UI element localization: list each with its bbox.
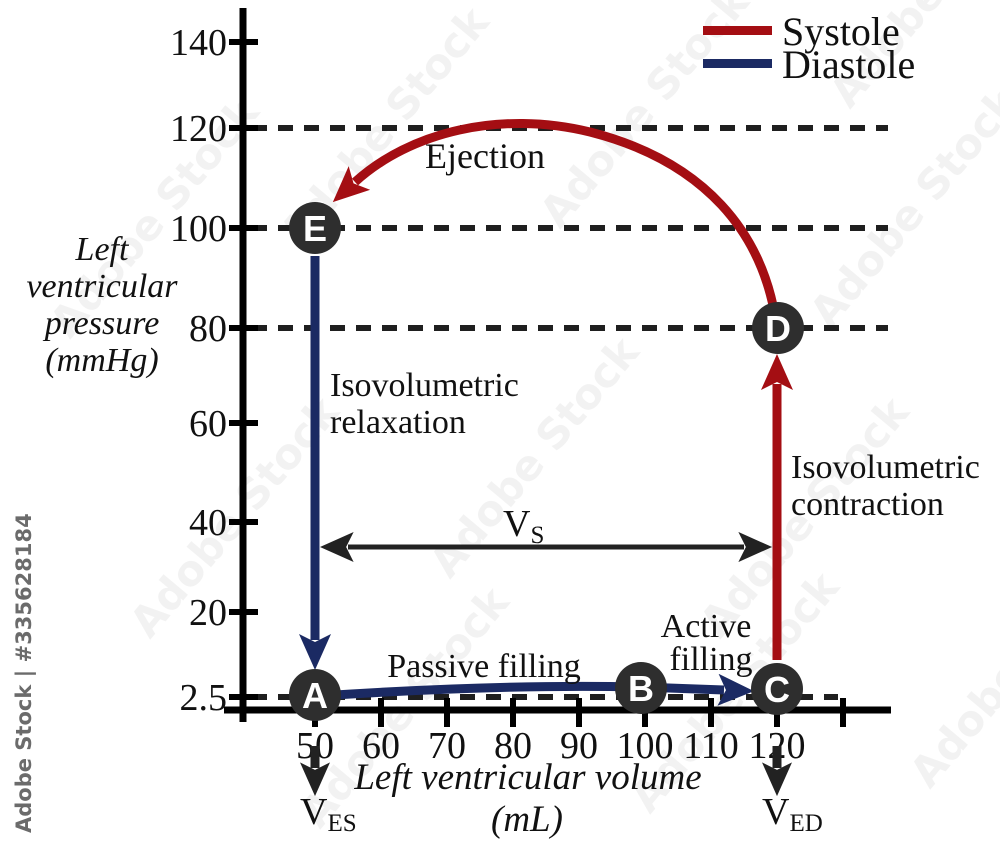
y-tick-label: 2.5 bbox=[180, 677, 228, 719]
legend-label-systole: Systole bbox=[782, 9, 900, 54]
y-axis-title: Left ventricular pressure (mmHg) bbox=[26, 231, 178, 379]
x-axis-labels: 50 60 70 80 90 100 110 120 bbox=[296, 725, 806, 767]
ejection-curve bbox=[332, 119, 783, 339]
point-label-D: D bbox=[765, 308, 791, 349]
watermark-tile: Adobe Stock bbox=[800, 77, 1000, 337]
point-marker-A bbox=[289, 669, 341, 721]
x-tick-label: 90 bbox=[560, 725, 598, 767]
end-diastolic-volume-label: VED bbox=[762, 791, 823, 837]
y-axis-title-line: ventricular bbox=[26, 268, 178, 305]
end-systolic-volume-label: VES bbox=[300, 791, 357, 837]
isovolumetric-contraction-label-line2: contraction bbox=[791, 486, 944, 523]
ejection-label: Ejection bbox=[425, 136, 545, 176]
active-filling-label-line2: filling bbox=[669, 641, 752, 678]
loop-points: A B C D E bbox=[289, 202, 804, 721]
stroke-volume-label: VS bbox=[503, 503, 544, 549]
isovolumetric-contraction-label-line1: Isovolumetric bbox=[791, 449, 980, 486]
y-axis-labels: 140 120 100 80 60 40 20 2.5 bbox=[170, 22, 227, 719]
loop-curves bbox=[299, 119, 793, 706]
x-axis-title-text: Left ventricular volume bbox=[353, 757, 701, 798]
x-axis-title: Left ventricular volume (mL) bbox=[353, 757, 701, 840]
x-tick-label: 100 bbox=[617, 725, 674, 767]
x-tick-label: 80 bbox=[494, 725, 532, 767]
isovolumetric-relaxation-label-line1: Isovolumetric bbox=[330, 367, 519, 404]
isovolumetric-relaxation-label-line2: relaxation bbox=[330, 404, 466, 441]
point-label-A: A bbox=[302, 675, 328, 716]
stock-id-watermark: Adobe Stock | #335628184 bbox=[12, 513, 37, 833]
x-axis-unit: (mL) bbox=[491, 799, 563, 840]
x-tick-label: 110 bbox=[683, 725, 739, 767]
volume-marker-arrows bbox=[300, 746, 792, 797]
legend-swatch-systole bbox=[703, 26, 772, 35]
legend-label-diastole: Diastole bbox=[782, 42, 915, 87]
point-label-B: B bbox=[628, 668, 654, 709]
point-label-C: C bbox=[764, 669, 790, 710]
legend-swatch-diastole bbox=[703, 59, 772, 68]
volume-labels: VS VES VED bbox=[300, 503, 823, 837]
y-tick-label: 20 bbox=[189, 592, 227, 634]
point-marker-E bbox=[289, 202, 341, 254]
y-tick-label: 120 bbox=[170, 108, 227, 150]
point-marker-C bbox=[751, 663, 803, 715]
y-tick-label: 140 bbox=[170, 22, 227, 64]
point-marker-D bbox=[752, 302, 804, 354]
y-axis-title-line: (mmHg) bbox=[45, 342, 158, 379]
y-axis-title-line: Left bbox=[75, 231, 130, 268]
phase-annotations: Ejection Isovolumetric relaxation Isovol… bbox=[330, 136, 980, 685]
active-filling-label-line1: Active bbox=[661, 608, 752, 645]
y-axis-title-line: pressure bbox=[43, 305, 160, 342]
passive-filling-label: Passive filling bbox=[387, 648, 581, 685]
y-tick-label: 40 bbox=[189, 502, 227, 544]
y-tick-label: 60 bbox=[189, 403, 227, 445]
y-tick-label: 100 bbox=[170, 208, 227, 250]
watermark-tile: Adobe Stock bbox=[900, 537, 1000, 797]
point-label-E: E bbox=[303, 208, 327, 249]
legend: Systole Diastole bbox=[703, 9, 915, 87]
x-tick-label: 70 bbox=[428, 725, 466, 767]
y-axis-ticks bbox=[229, 39, 258, 700]
y-tick-label: 80 bbox=[189, 308, 227, 350]
watermark-tile: Adobe Stock bbox=[530, 0, 759, 236]
x-tick-label: 60 bbox=[362, 725, 400, 767]
point-marker-B bbox=[615, 662, 667, 714]
